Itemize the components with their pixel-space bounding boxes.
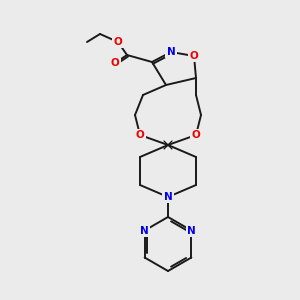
Text: N: N [187,226,196,236]
Text: N: N [140,226,149,236]
Text: O: O [192,130,200,140]
Text: O: O [114,37,122,47]
Text: N: N [167,47,176,57]
Text: O: O [190,51,198,61]
Text: O: O [136,130,144,140]
Text: N: N [164,192,172,202]
Text: O: O [111,58,119,68]
